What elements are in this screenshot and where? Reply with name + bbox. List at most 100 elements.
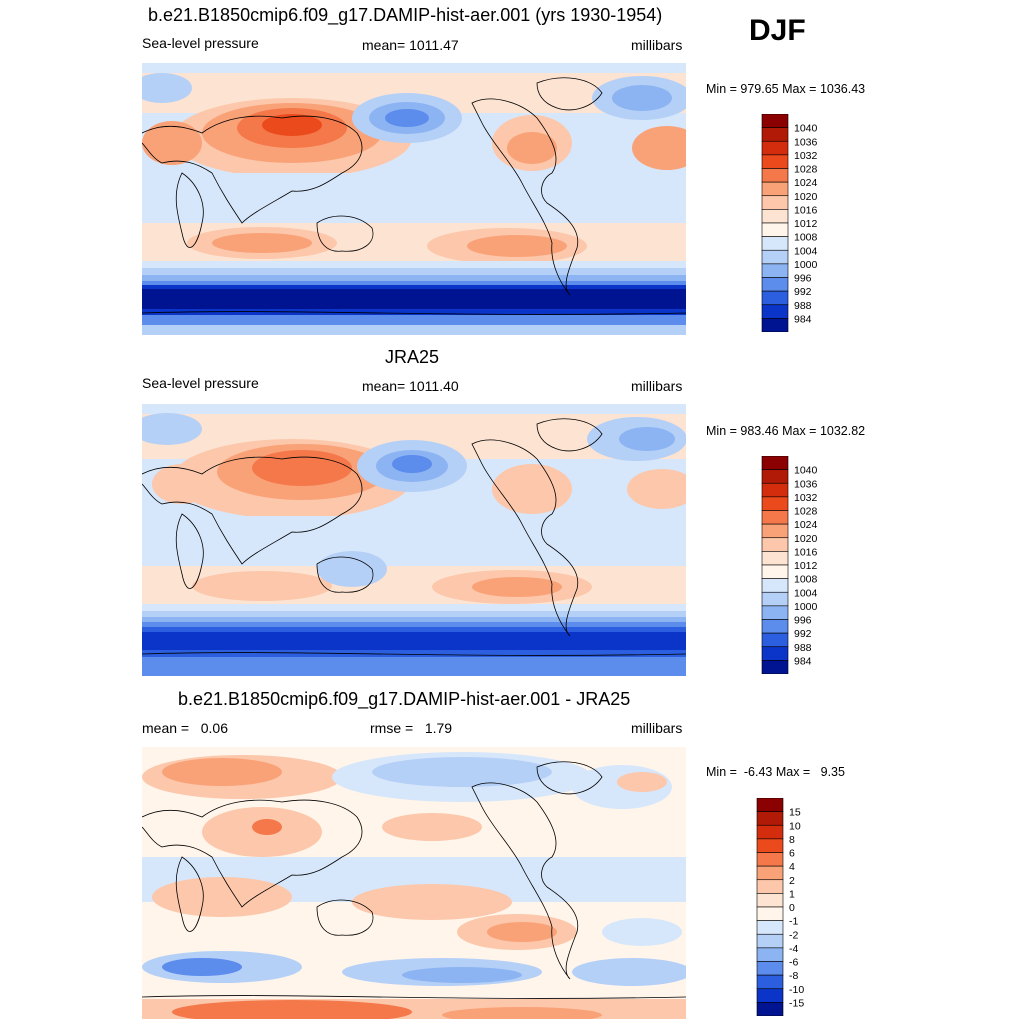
colorbar-swatch [761, 456, 789, 470]
colorbar-tick-label: 1020 [794, 533, 818, 545]
colorbar-tick-label: 10 [789, 820, 801, 832]
panel-3-units-label: millibars [631, 720, 683, 736]
colorbar-swatch [761, 154, 789, 169]
colorbar-swatch [756, 838, 784, 853]
colorbar-swatch [761, 523, 789, 539]
colorbar-tick-label: -4 [789, 943, 798, 955]
colorbar-tick-label: 1004 [794, 587, 818, 599]
colorbar-tick-label: 15 [789, 807, 801, 819]
panel-2-map [142, 404, 686, 676]
colorbar-swatch [756, 947, 784, 962]
colorbar-swatch [761, 510, 789, 525]
colorbar-tick-label: 1004 [794, 245, 818, 257]
colorbar-swatch [761, 222, 789, 237]
colorbar-swatch [761, 537, 789, 552]
colorbar-swatch [761, 304, 789, 319]
colorbar-swatch [761, 578, 789, 593]
panel-2-minmax: Min = 983.46 Max = 1032.82 [706, 424, 866, 438]
colorbar-swatch [756, 798, 784, 812]
colorbar-tick-label: 1008 [794, 574, 818, 586]
colorbar-tick-label: 1032 [794, 492, 818, 504]
colorbar-tick-label: 1016 [794, 204, 818, 216]
colorbar-tick-label: 1000 [794, 259, 818, 271]
colorbar-swatch [761, 632, 789, 648]
colorbar-swatch [756, 920, 784, 935]
panel-3-rmse-label: rmse = 1.79 [370, 720, 453, 736]
colorbar-swatch [756, 988, 784, 1003]
colorbar-swatch [761, 318, 789, 332]
colorbar-tick-label: 8 [789, 834, 795, 846]
colorbar-tick-label: 1000 [794, 601, 818, 613]
colorbar-tick-label: 992 [794, 628, 812, 640]
colorbar-tick-label: 0 [789, 902, 795, 914]
colorbar-swatch [761, 496, 789, 511]
colorbar-swatch [761, 127, 789, 142]
colorbar-tick-label: 984 [794, 655, 812, 667]
colorbar-tick-label: -1 [789, 916, 798, 928]
colorbar-swatch [761, 469, 789, 484]
panel-1-variable-label: Sea-level pressure [142, 35, 259, 51]
colorbar-tick-label: 1008 [794, 232, 818, 244]
colorbar-swatch [761, 482, 789, 498]
colorbar-swatch [756, 879, 784, 894]
colorbar-tick-label: 1024 [794, 177, 818, 189]
colorbar-swatch [761, 181, 789, 197]
panel-1-mean-label: mean= 1011.47 [362, 37, 459, 53]
colorbar-tick-label: 1012 [794, 218, 818, 230]
colorbar-swatch [761, 605, 789, 620]
colorbar-tick-label: 1040 [794, 465, 818, 477]
colorbar-tick-label: 6 [789, 848, 795, 860]
colorbar-swatch [761, 249, 789, 265]
colorbar-swatch [761, 564, 789, 579]
colorbar-tick-label: 1040 [794, 123, 818, 135]
colorbar-swatch [761, 236, 789, 251]
panel-3-map [142, 747, 686, 1019]
colorbar-tick-label: 996 [794, 615, 812, 627]
colorbar-tick-label: 1012 [794, 560, 818, 572]
panel-3-minmax: Min = -6.43 Max = 9.35 [706, 765, 845, 779]
colorbar-tick-label: 1028 [794, 164, 818, 176]
colorbar-tick-label: -10 [789, 984, 804, 996]
colorbar-swatch [756, 974, 784, 990]
colorbar-tick-label: -2 [789, 929, 798, 941]
colorbar-tick-label: 1020 [794, 191, 818, 203]
panel-1-map [142, 63, 686, 335]
colorbar-swatch [761, 646, 789, 661]
colorbar-swatch [761, 277, 789, 292]
colorbar-swatch [761, 140, 789, 156]
colorbar-swatch [756, 933, 784, 949]
panel-2-units-label: millibars [631, 378, 683, 394]
colorbar-swatch [756, 852, 784, 867]
colorbar-tick-label: 1024 [794, 519, 818, 531]
colorbar-tick-label: -8 [789, 970, 798, 982]
panel-1-title: b.e21.B1850cmip6.f09_g17.DAMIP-hist-aer.… [148, 5, 663, 25]
colorbar-tick-label: 988 [794, 642, 812, 654]
colorbar-swatch [761, 168, 789, 183]
colorbar-swatch [756, 893, 784, 908]
colorbar-swatch [761, 551, 789, 566]
panel-1-minmax: Min = 979.65 Max = 1036.43 [706, 82, 866, 96]
colorbar-swatch [761, 263, 789, 278]
colorbar-swatch [756, 865, 784, 881]
colorbar-swatch [761, 660, 789, 674]
colorbar-swatch [756, 824, 784, 840]
panel-3-mean-label: mean = 0.06 [142, 720, 229, 736]
colorbar-tick-label: 996 [794, 273, 812, 285]
panel-3-title: b.e21.B1850cmip6.f09_g17.DAMIP-hist-aer.… [178, 689, 631, 709]
colorbar-tick-label: 1032 [794, 150, 818, 162]
colorbar-tick-label: 1028 [794, 506, 818, 518]
colorbar-tick-label: 1016 [794, 546, 818, 558]
colorbar-tick-label: -6 [789, 957, 798, 969]
colorbar-swatch [761, 114, 789, 128]
colorbar-tick-label: 1036 [794, 136, 818, 148]
panel-2-variable-label: Sea-level pressure [142, 375, 259, 391]
colorbar-swatch [756, 1002, 784, 1016]
colorbar-swatch [761, 591, 789, 607]
colorbar-tick-label: 1 [789, 888, 795, 900]
colorbar-tick-label: 988 [794, 300, 812, 312]
colorbar-swatch [756, 811, 784, 826]
colorbar-swatch [761, 619, 789, 634]
panel-2-mean-label: mean= 1011.40 [362, 378, 459, 394]
